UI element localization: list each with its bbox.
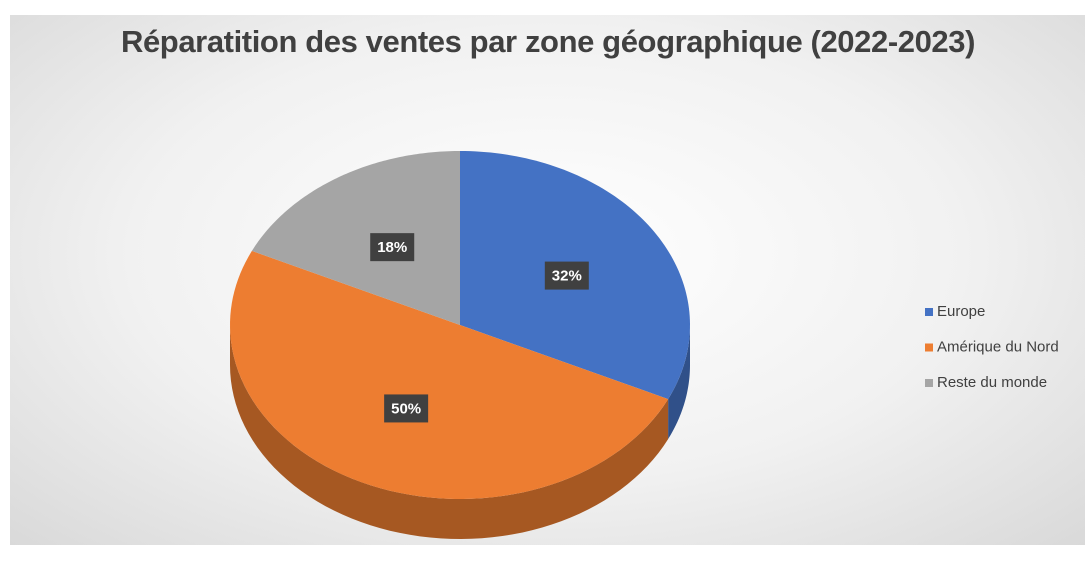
legend-label: Europe: [937, 303, 985, 320]
legend-label: Reste du monde: [937, 374, 1047, 391]
slice-side: [668, 325, 690, 440]
legend-label: Amérique du Nord: [937, 338, 1059, 355]
value-label-box: [370, 233, 415, 262]
value-label: 18%: [377, 239, 407, 256]
slice: [230, 250, 669, 499]
value-label-box: [544, 261, 589, 290]
slice-side: [230, 325, 669, 539]
slice: [251, 151, 460, 325]
value-label: 32%: [552, 268, 582, 285]
chart-title: Réparatition des ventes par zone géograp…: [120, 24, 976, 59]
legend-swatch: [925, 308, 933, 316]
value-label-box: [384, 394, 429, 423]
value-label: 50%: [391, 400, 421, 417]
legend-swatch: [925, 343, 933, 352]
legend-swatch: [925, 379, 933, 387]
